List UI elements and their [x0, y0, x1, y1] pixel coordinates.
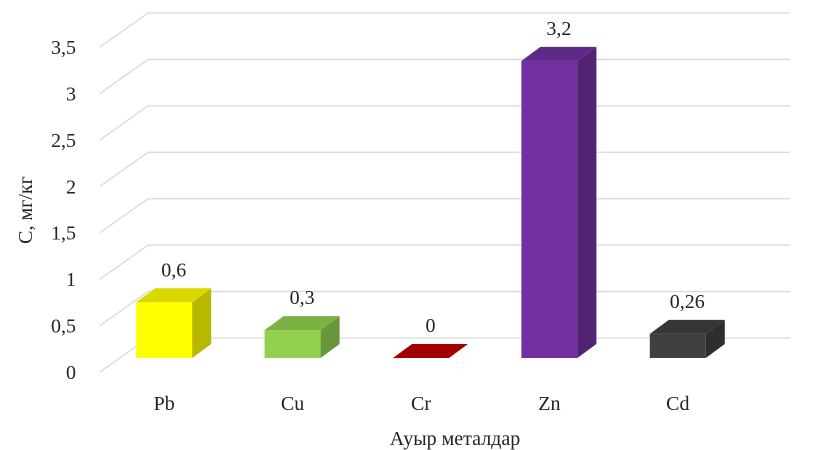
bar-Cd — [649, 319, 725, 358]
bar-top-face — [521, 46, 597, 61]
y-tick-label: 3 — [66, 83, 76, 105]
bar-Pb — [136, 288, 212, 358]
bar-top-face — [649, 319, 725, 334]
bar-Cu — [264, 316, 340, 358]
x-tick-label: Zn — [538, 393, 560, 415]
bar-front-face — [136, 302, 193, 358]
gridline — [99, 198, 790, 234]
bar-Cr — [393, 344, 468, 359]
bar-side-face — [192, 288, 212, 358]
y-tick-label: 2,5 — [51, 130, 76, 152]
x-tick-label: Cd — [666, 393, 689, 415]
data-label: 0,26 — [670, 291, 705, 313]
data-label: 0,3 — [290, 287, 315, 309]
x-axis-ticks: Pb Cu Cr Zn Cd — [154, 393, 690, 415]
bar-top-face — [136, 288, 212, 303]
gridlines — [99, 12, 790, 373]
data-labels: 0,6 0,3 0 3,2 0,26 — [161, 18, 705, 337]
bar-side-face — [577, 46, 597, 358]
y-axis-title: С, мг/кг — [15, 176, 37, 244]
y-tick-label: 0,5 — [51, 316, 76, 338]
y-tick-label: 2 — [66, 176, 76, 198]
bar-front-face — [521, 60, 578, 358]
y-tick-label: 1 — [66, 269, 76, 291]
y-tick-label: 1,5 — [51, 223, 76, 245]
bar-top-face — [264, 316, 340, 331]
bars — [136, 46, 725, 359]
gridline — [99, 105, 790, 141]
x-tick-label: Cu — [281, 393, 304, 415]
x-tick-label: Cr — [411, 393, 431, 415]
bar-front-face — [264, 330, 321, 358]
gridline — [99, 151, 790, 187]
gridline — [99, 244, 790, 280]
data-label: 0,6 — [161, 259, 186, 281]
y-tick-label: 3,5 — [51, 37, 76, 59]
y-tick-label: 0 — [66, 362, 76, 384]
bar-top-face — [393, 344, 468, 358]
bar-side-face — [320, 316, 340, 358]
y-axis-ticks: 0 0,5 1 1,5 2 2,5 3 3,5 — [51, 37, 76, 384]
x-axis-title: Ауыр металдар — [390, 428, 521, 450]
gridline — [99, 58, 790, 94]
bar-side-face — [705, 319, 725, 358]
bar-front-face — [649, 333, 706, 358]
x-tick-label: Pb — [154, 393, 175, 415]
data-label: 3,2 — [546, 18, 571, 40]
bar-Zn — [521, 46, 597, 358]
gridline — [99, 12, 790, 48]
data-label: 0 — [426, 315, 436, 337]
